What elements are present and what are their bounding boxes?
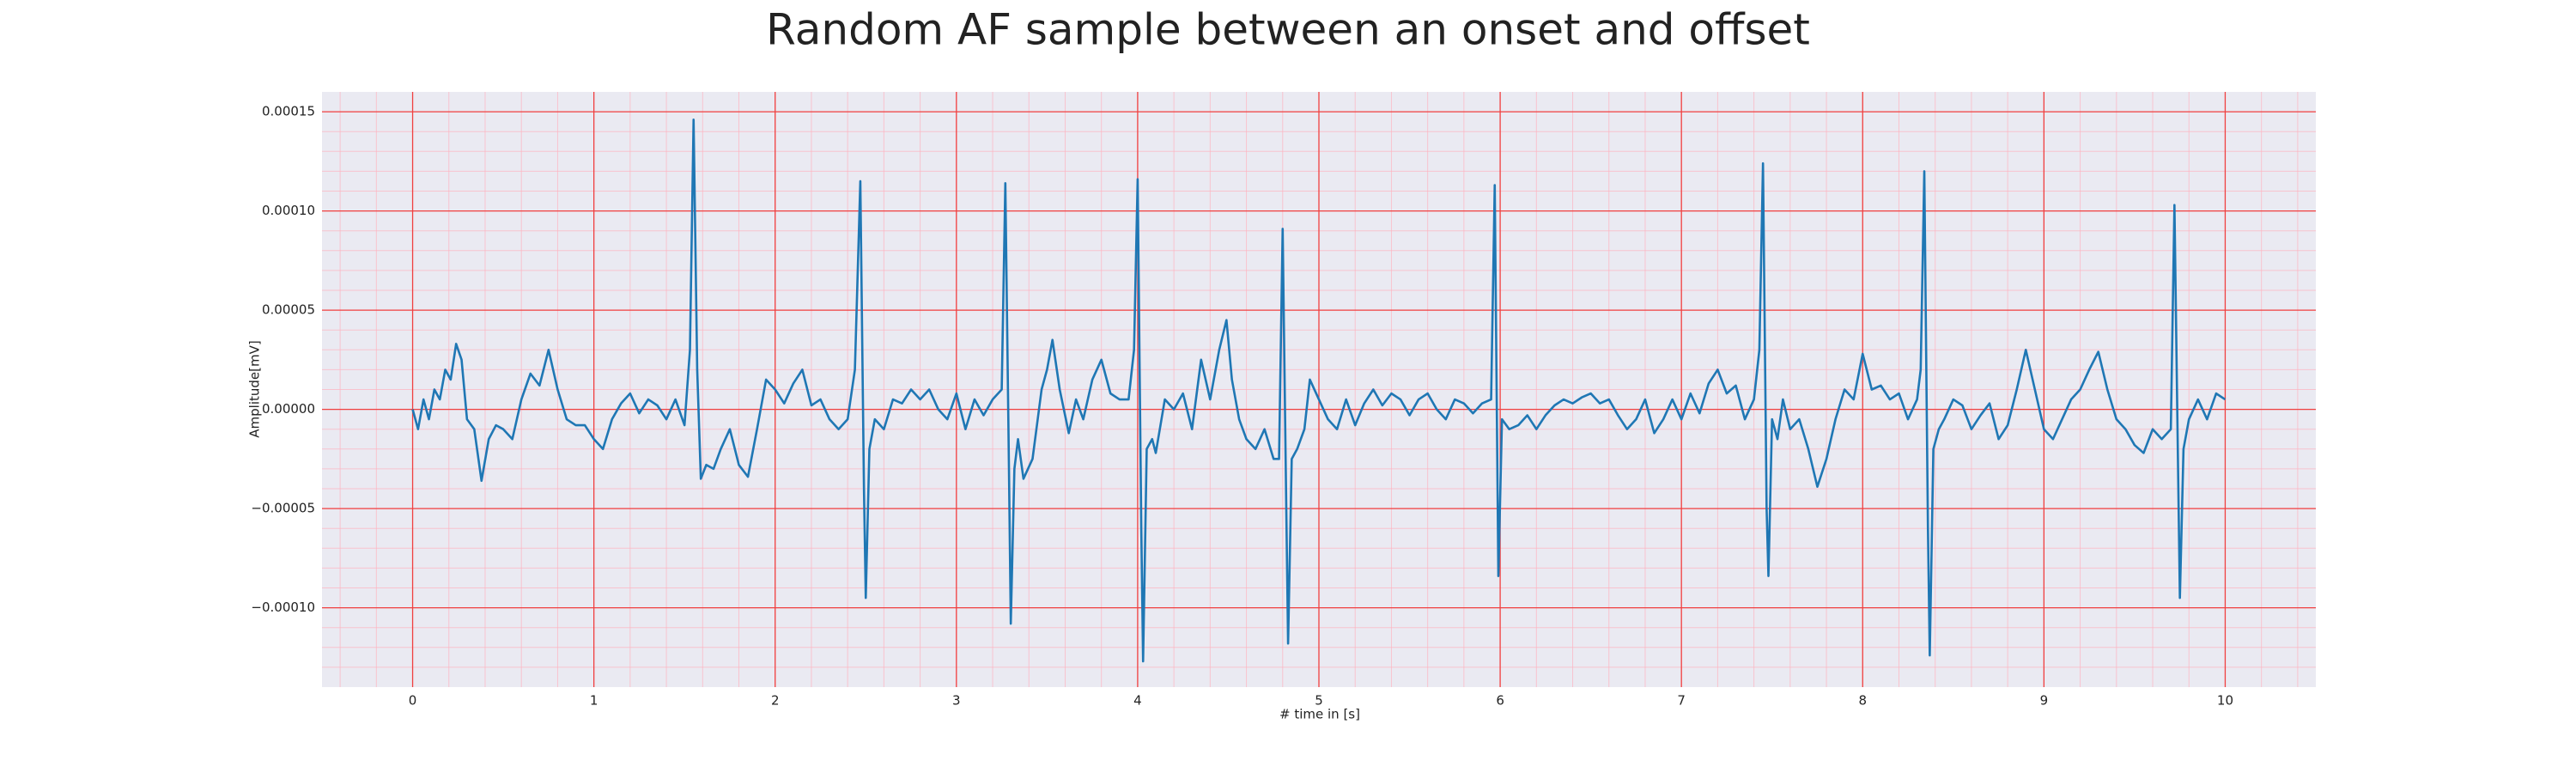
y-axis-label: Amplitude[mV]: [247, 340, 263, 437]
y-tick-label: −0.00005: [251, 501, 315, 516]
x-tick-label: 3: [952, 693, 961, 709]
x-tick-label: 2: [771, 693, 780, 709]
x-tick-label: 0: [409, 693, 417, 709]
y-tick-label: 0.00000: [262, 401, 315, 417]
x-tick-label: 8: [1858, 693, 1867, 709]
chart-title: Random AF sample between an onset and of…: [766, 5, 1810, 55]
y-tick-label: 0.00005: [262, 302, 315, 318]
x-tick-label: 10: [2217, 693, 2233, 709]
y-tick-label: 0.00015: [262, 104, 315, 119]
x-tick-label: 6: [1496, 693, 1504, 709]
x-tick-label: 1: [590, 693, 598, 709]
y-tick-label: 0.00010: [262, 203, 315, 218]
x-tick-label: 9: [2040, 693, 2049, 709]
x-axis-label: # time in [s]: [1279, 707, 1360, 722]
signal-line: [411, 119, 2227, 663]
x-tick-label: 4: [1133, 693, 1142, 709]
x-tick-label: 5: [1315, 693, 1323, 709]
y-tick-label: −0.00010: [251, 600, 315, 615]
x-tick-label: 7: [1677, 693, 1686, 709]
